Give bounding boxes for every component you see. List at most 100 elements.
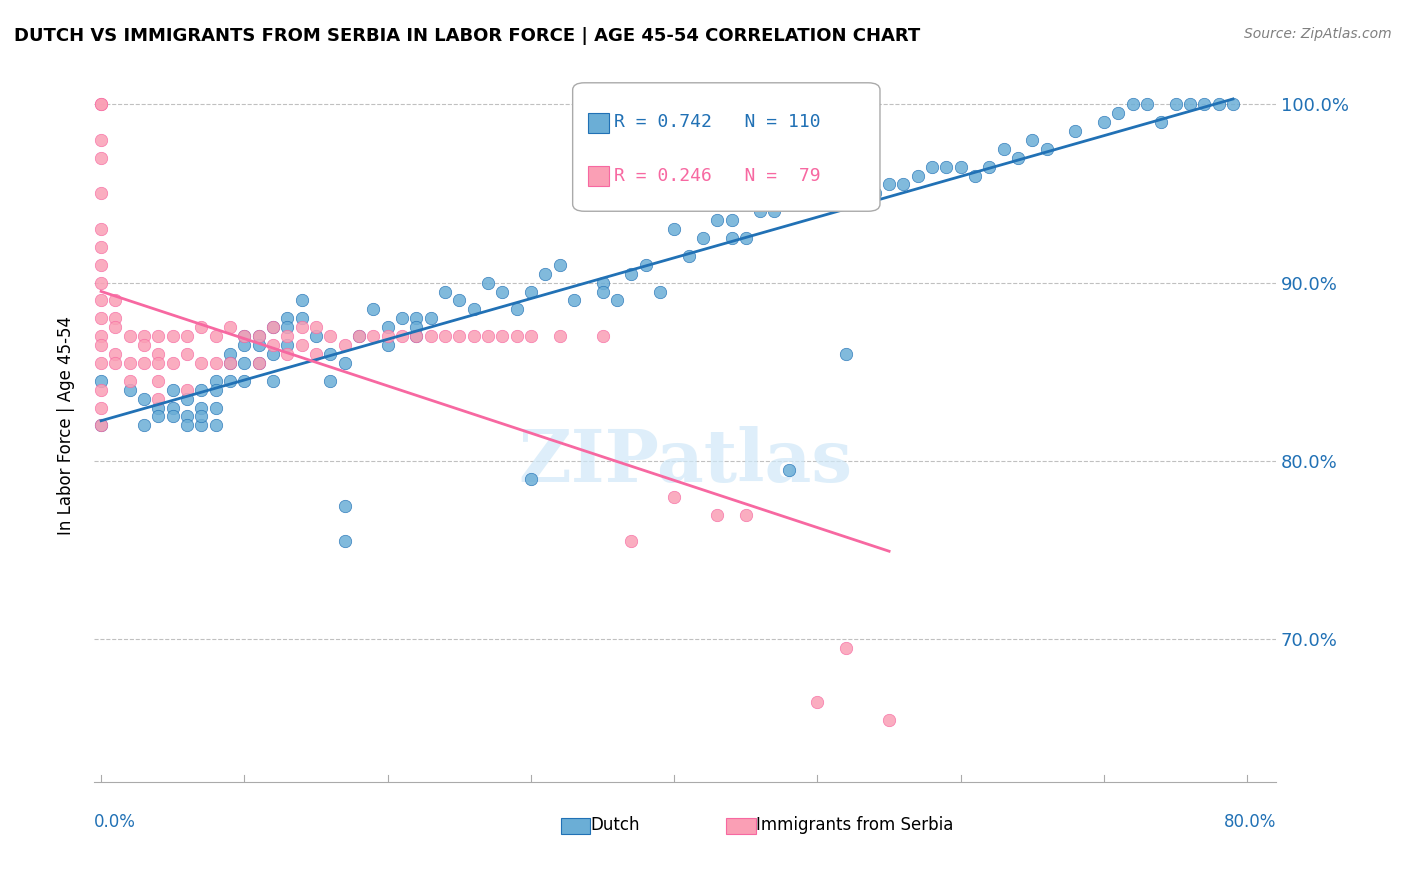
Point: [333, 534, 356, 549]
Point: [276, 338, 298, 352]
Point: [620, 267, 643, 281]
Point: [176, 347, 198, 361]
Point: [162, 383, 184, 397]
Point: [291, 293, 314, 308]
Point: [377, 320, 399, 334]
Point: [291, 320, 314, 334]
Point: [749, 204, 772, 219]
Point: [90, 418, 112, 433]
Point: [520, 285, 543, 299]
Point: [176, 383, 198, 397]
Point: [90, 329, 112, 343]
Point: [1092, 115, 1115, 129]
Point: [1136, 97, 1159, 112]
Point: [1064, 124, 1087, 138]
Point: [118, 383, 141, 397]
Point: [1208, 97, 1230, 112]
Point: [233, 374, 256, 388]
Point: [491, 285, 513, 299]
Point: [291, 311, 314, 326]
Point: [706, 508, 728, 522]
Bar: [588, 112, 609, 133]
Point: [204, 356, 226, 370]
Point: [90, 356, 112, 370]
Point: [233, 356, 256, 370]
Point: [449, 329, 471, 343]
Point: [90, 383, 112, 397]
Point: [333, 356, 356, 370]
Point: [219, 374, 242, 388]
Point: [806, 195, 828, 210]
Point: [333, 338, 356, 352]
Point: [204, 374, 226, 388]
Point: [132, 338, 155, 352]
Point: [104, 347, 127, 361]
Point: [706, 213, 728, 227]
Point: [562, 293, 585, 308]
Point: [276, 347, 298, 361]
Text: R = 0.742   N = 110: R = 0.742 N = 110: [614, 113, 821, 131]
Text: Source: ZipAtlas.com: Source: ZipAtlas.com: [1244, 27, 1392, 41]
Point: [90, 374, 112, 388]
Point: [433, 285, 456, 299]
Point: [247, 356, 270, 370]
Point: [664, 222, 686, 236]
Point: [419, 329, 441, 343]
Point: [347, 329, 370, 343]
Bar: [727, 818, 756, 833]
Point: [592, 276, 614, 290]
Point: [262, 347, 284, 361]
Point: [247, 329, 270, 343]
Point: [664, 490, 686, 504]
Point: [162, 356, 184, 370]
Point: [104, 356, 127, 370]
Point: [132, 356, 155, 370]
Point: [276, 320, 298, 334]
Point: [262, 320, 284, 334]
Point: [90, 133, 112, 147]
Point: [233, 329, 256, 343]
Text: 0.0%: 0.0%: [94, 813, 136, 830]
Point: [620, 534, 643, 549]
Point: [233, 338, 256, 352]
Point: [678, 249, 700, 263]
Point: [247, 338, 270, 352]
Point: [262, 374, 284, 388]
Text: ZIPatlas: ZIPatlas: [517, 425, 852, 497]
Point: [319, 374, 342, 388]
Point: [90, 97, 112, 112]
Point: [979, 160, 1001, 174]
Point: [90, 293, 112, 308]
Point: [1150, 115, 1173, 129]
Point: [148, 374, 170, 388]
Point: [262, 320, 284, 334]
Point: [219, 356, 242, 370]
Point: [90, 401, 112, 415]
Point: [104, 293, 127, 308]
Point: [219, 320, 242, 334]
Point: [1164, 97, 1187, 112]
Point: [1178, 97, 1201, 112]
Point: [305, 329, 328, 343]
Point: [363, 302, 385, 317]
Point: [90, 258, 112, 272]
Point: [778, 463, 800, 477]
Point: [548, 329, 571, 343]
Point: [132, 329, 155, 343]
Point: [176, 329, 198, 343]
Point: [190, 356, 212, 370]
Point: [219, 356, 242, 370]
Point: [405, 311, 427, 326]
Point: [463, 302, 485, 317]
Point: [463, 329, 485, 343]
Point: [276, 329, 298, 343]
Bar: [588, 166, 609, 186]
Y-axis label: In Labor Force | Age 45-54: In Labor Force | Age 45-54: [58, 316, 75, 535]
Text: R = 0.246   N =  79: R = 0.246 N = 79: [614, 167, 821, 185]
Point: [778, 195, 800, 210]
Point: [90, 186, 112, 201]
Point: [204, 401, 226, 415]
Point: [90, 97, 112, 112]
Point: [176, 409, 198, 424]
Point: [835, 641, 858, 656]
